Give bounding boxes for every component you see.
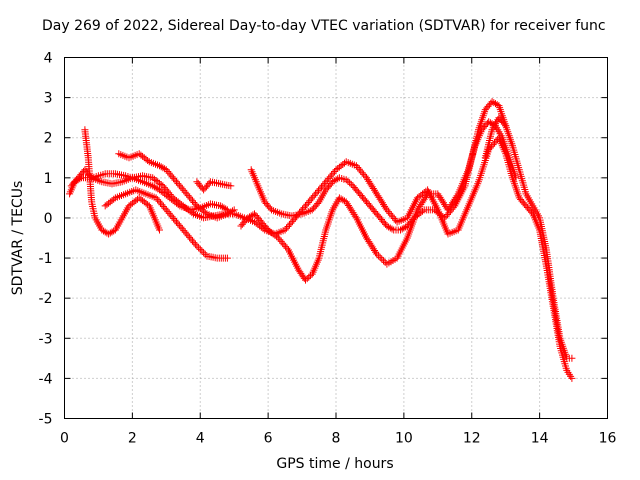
- series-track-10: [481, 114, 576, 362]
- x-tick-label: 16: [599, 431, 617, 447]
- series-track-5: [101, 186, 231, 262]
- x-tick-label: 4: [196, 431, 205, 447]
- series-markers: [481, 114, 576, 362]
- chart-title: Day 269 of 2022, Sidereal Day-to-day VTE…: [42, 18, 606, 34]
- series-markers: [230, 134, 576, 382]
- plot-frame: [64, 57, 608, 419]
- series-markers: [193, 178, 235, 194]
- grid: [64, 57, 608, 419]
- y-tick-label: 0: [44, 211, 53, 227]
- x-tick-label: 14: [531, 431, 549, 447]
- series-markers: [81, 126, 163, 238]
- x-tick-label: 10: [395, 431, 413, 447]
- y-tick-label: -3: [39, 331, 53, 347]
- y-tick-label: 4: [44, 51, 53, 67]
- y-tick-label: 1: [44, 171, 53, 187]
- x-tick-label: 6: [264, 431, 273, 447]
- x-tick-label: 0: [60, 431, 69, 447]
- series-track-6: [193, 178, 235, 194]
- y-tick-label: -5: [39, 412, 53, 428]
- x-tick-label: 2: [128, 431, 137, 447]
- y-tick-label: -2: [39, 291, 53, 307]
- data-series: [66, 98, 576, 382]
- y-tick-label: -1: [39, 251, 53, 267]
- series-track-4: [115, 150, 238, 222]
- x-tick-label: 12: [463, 431, 481, 447]
- series-track-3: [81, 126, 163, 238]
- y-tick-label: 2: [44, 131, 53, 147]
- series-markers: [101, 186, 231, 262]
- x-axis-label: GPS time / hours: [276, 456, 394, 472]
- y-tick-label: -4: [39, 371, 53, 387]
- y-axis-label: SDTVAR / TECUs: [10, 180, 26, 296]
- series-markers: [115, 150, 238, 222]
- x-tick-label: 8: [332, 431, 341, 447]
- series-track-9: [230, 134, 576, 382]
- y-tick-label: 3: [44, 91, 53, 107]
